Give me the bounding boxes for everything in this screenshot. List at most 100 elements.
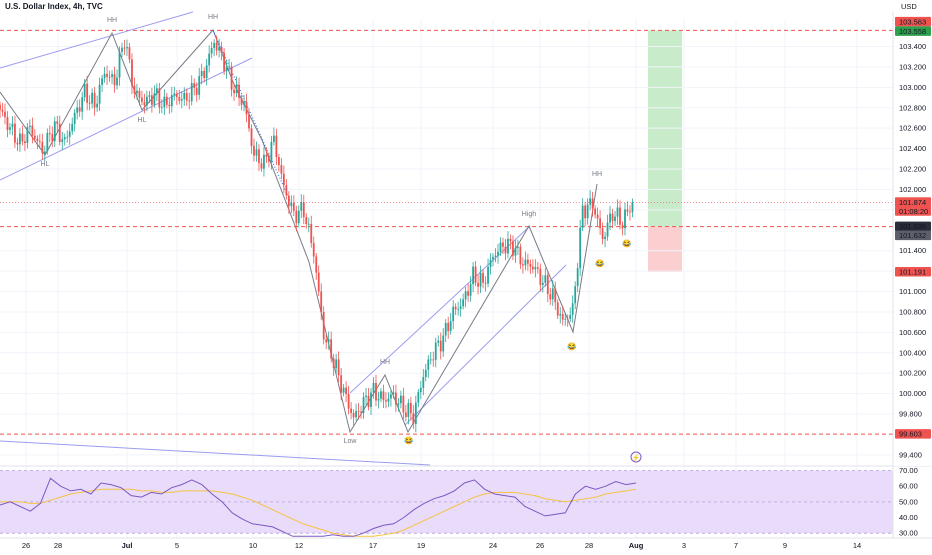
candle-body[interactable] <box>477 282 479 287</box>
candle-body[interactable] <box>193 83 196 88</box>
candle-body[interactable] <box>66 136 69 138</box>
candle-body[interactable] <box>305 217 308 225</box>
candle-body[interactable] <box>73 112 76 124</box>
candle-body[interactable] <box>350 408 352 413</box>
candle-body[interactable] <box>273 135 275 142</box>
candle-body[interactable] <box>444 322 447 336</box>
candle-body[interactable] <box>295 210 298 224</box>
candle-body[interactable] <box>372 383 375 393</box>
candle-body[interactable] <box>514 247 517 256</box>
candle-body[interactable] <box>24 141 26 144</box>
candle-body[interactable] <box>427 359 430 370</box>
candle-body[interactable] <box>487 266 489 284</box>
candle-body[interactable] <box>136 90 138 94</box>
candle-body[interactable] <box>113 74 116 86</box>
zigzag-line[interactable] <box>0 29 598 434</box>
candle-body[interactable] <box>0 104 1 110</box>
candle-body[interactable] <box>160 107 163 108</box>
candle-body[interactable] <box>422 377 425 388</box>
candle-body[interactable] <box>434 342 437 360</box>
candle-body[interactable] <box>220 47 223 53</box>
candle-body[interactable] <box>56 121 59 124</box>
candle-body[interactable] <box>519 246 522 265</box>
candle-body[interactable] <box>536 267 539 269</box>
candle-body[interactable] <box>76 107 79 113</box>
candle-body[interactable] <box>534 267 537 270</box>
candle-body[interactable] <box>225 67 228 71</box>
candle-body[interactable] <box>629 211 631 213</box>
candle-body[interactable] <box>439 340 442 352</box>
candle-body[interactable] <box>116 77 118 86</box>
candle-body[interactable] <box>556 302 559 316</box>
candle-body[interactable] <box>282 173 285 186</box>
candle-body[interactable] <box>546 275 549 294</box>
candle-body[interactable] <box>437 340 440 343</box>
candle-body[interactable] <box>315 256 318 273</box>
channel-line[interactable] <box>0 57 253 181</box>
candle-body[interactable] <box>71 123 74 132</box>
candle-body[interactable] <box>19 133 21 145</box>
candle-body[interactable] <box>230 66 233 90</box>
rsi-series-line[interactable] <box>0 477 637 537</box>
candle-body[interactable] <box>297 210 300 224</box>
candle-body[interactable] <box>340 375 343 393</box>
candle-body[interactable] <box>497 251 499 256</box>
candle-body[interactable] <box>250 128 253 147</box>
candle-body[interactable] <box>626 209 629 212</box>
candle-body[interactable] <box>581 205 584 228</box>
candle-body[interactable] <box>619 207 621 225</box>
candle-body[interactable] <box>43 151 46 154</box>
candle-body[interactable] <box>263 154 265 169</box>
candle-body[interactable] <box>228 66 230 68</box>
candle-body[interactable] <box>479 272 482 287</box>
candle-body[interactable] <box>143 101 146 106</box>
candle-body[interactable] <box>6 117 9 130</box>
candle-body[interactable] <box>285 185 288 196</box>
candle-body[interactable] <box>81 97 84 112</box>
candle-body[interactable] <box>554 288 557 303</box>
candle-body[interactable] <box>146 96 148 106</box>
candle-body[interactable] <box>360 411 362 413</box>
candle-body[interactable] <box>51 134 54 142</box>
candle-body[interactable] <box>103 73 106 79</box>
candle-body[interactable] <box>208 53 211 66</box>
candle-body[interactable] <box>390 394 392 399</box>
candle-body[interactable] <box>489 259 492 267</box>
candle-body[interactable] <box>106 73 108 77</box>
candle-body[interactable] <box>387 398 390 402</box>
currency-label[interactable]: USD <box>901 2 917 11</box>
candle-body[interactable] <box>531 266 534 270</box>
candle-body[interactable] <box>616 207 619 217</box>
candle-body[interactable] <box>614 216 616 222</box>
candle-body[interactable] <box>541 282 544 285</box>
candle-body[interactable] <box>564 318 567 320</box>
candle-body[interactable] <box>571 303 574 315</box>
candle-body[interactable] <box>609 213 611 223</box>
candle-body[interactable] <box>170 95 173 107</box>
candle-body[interactable] <box>98 84 101 104</box>
candle-body[interactable] <box>494 255 497 257</box>
candle-body[interactable] <box>153 93 156 105</box>
candle-body[interactable] <box>464 291 467 300</box>
candle-body[interactable] <box>61 139 64 143</box>
candle-body[interactable] <box>31 125 34 136</box>
candle-body[interactable] <box>302 202 305 218</box>
candle-body[interactable] <box>407 402 410 418</box>
candle-body[interactable] <box>312 243 315 257</box>
candle-body[interactable] <box>240 97 243 105</box>
candle-body[interactable] <box>21 133 24 142</box>
candle-body[interactable] <box>576 268 579 287</box>
candle-body[interactable] <box>203 70 206 79</box>
candle-body[interactable] <box>88 102 91 104</box>
candle-body[interactable] <box>459 306 462 309</box>
candle-body[interactable] <box>4 111 6 118</box>
candle-body[interactable] <box>551 288 554 300</box>
candle-body[interactable] <box>280 165 283 174</box>
candle-body[interactable] <box>457 308 460 310</box>
candle-body[interactable] <box>404 412 407 418</box>
candle-body[interactable] <box>14 123 16 143</box>
candle-body[interactable] <box>210 47 213 54</box>
candle-body[interactable] <box>155 88 158 94</box>
